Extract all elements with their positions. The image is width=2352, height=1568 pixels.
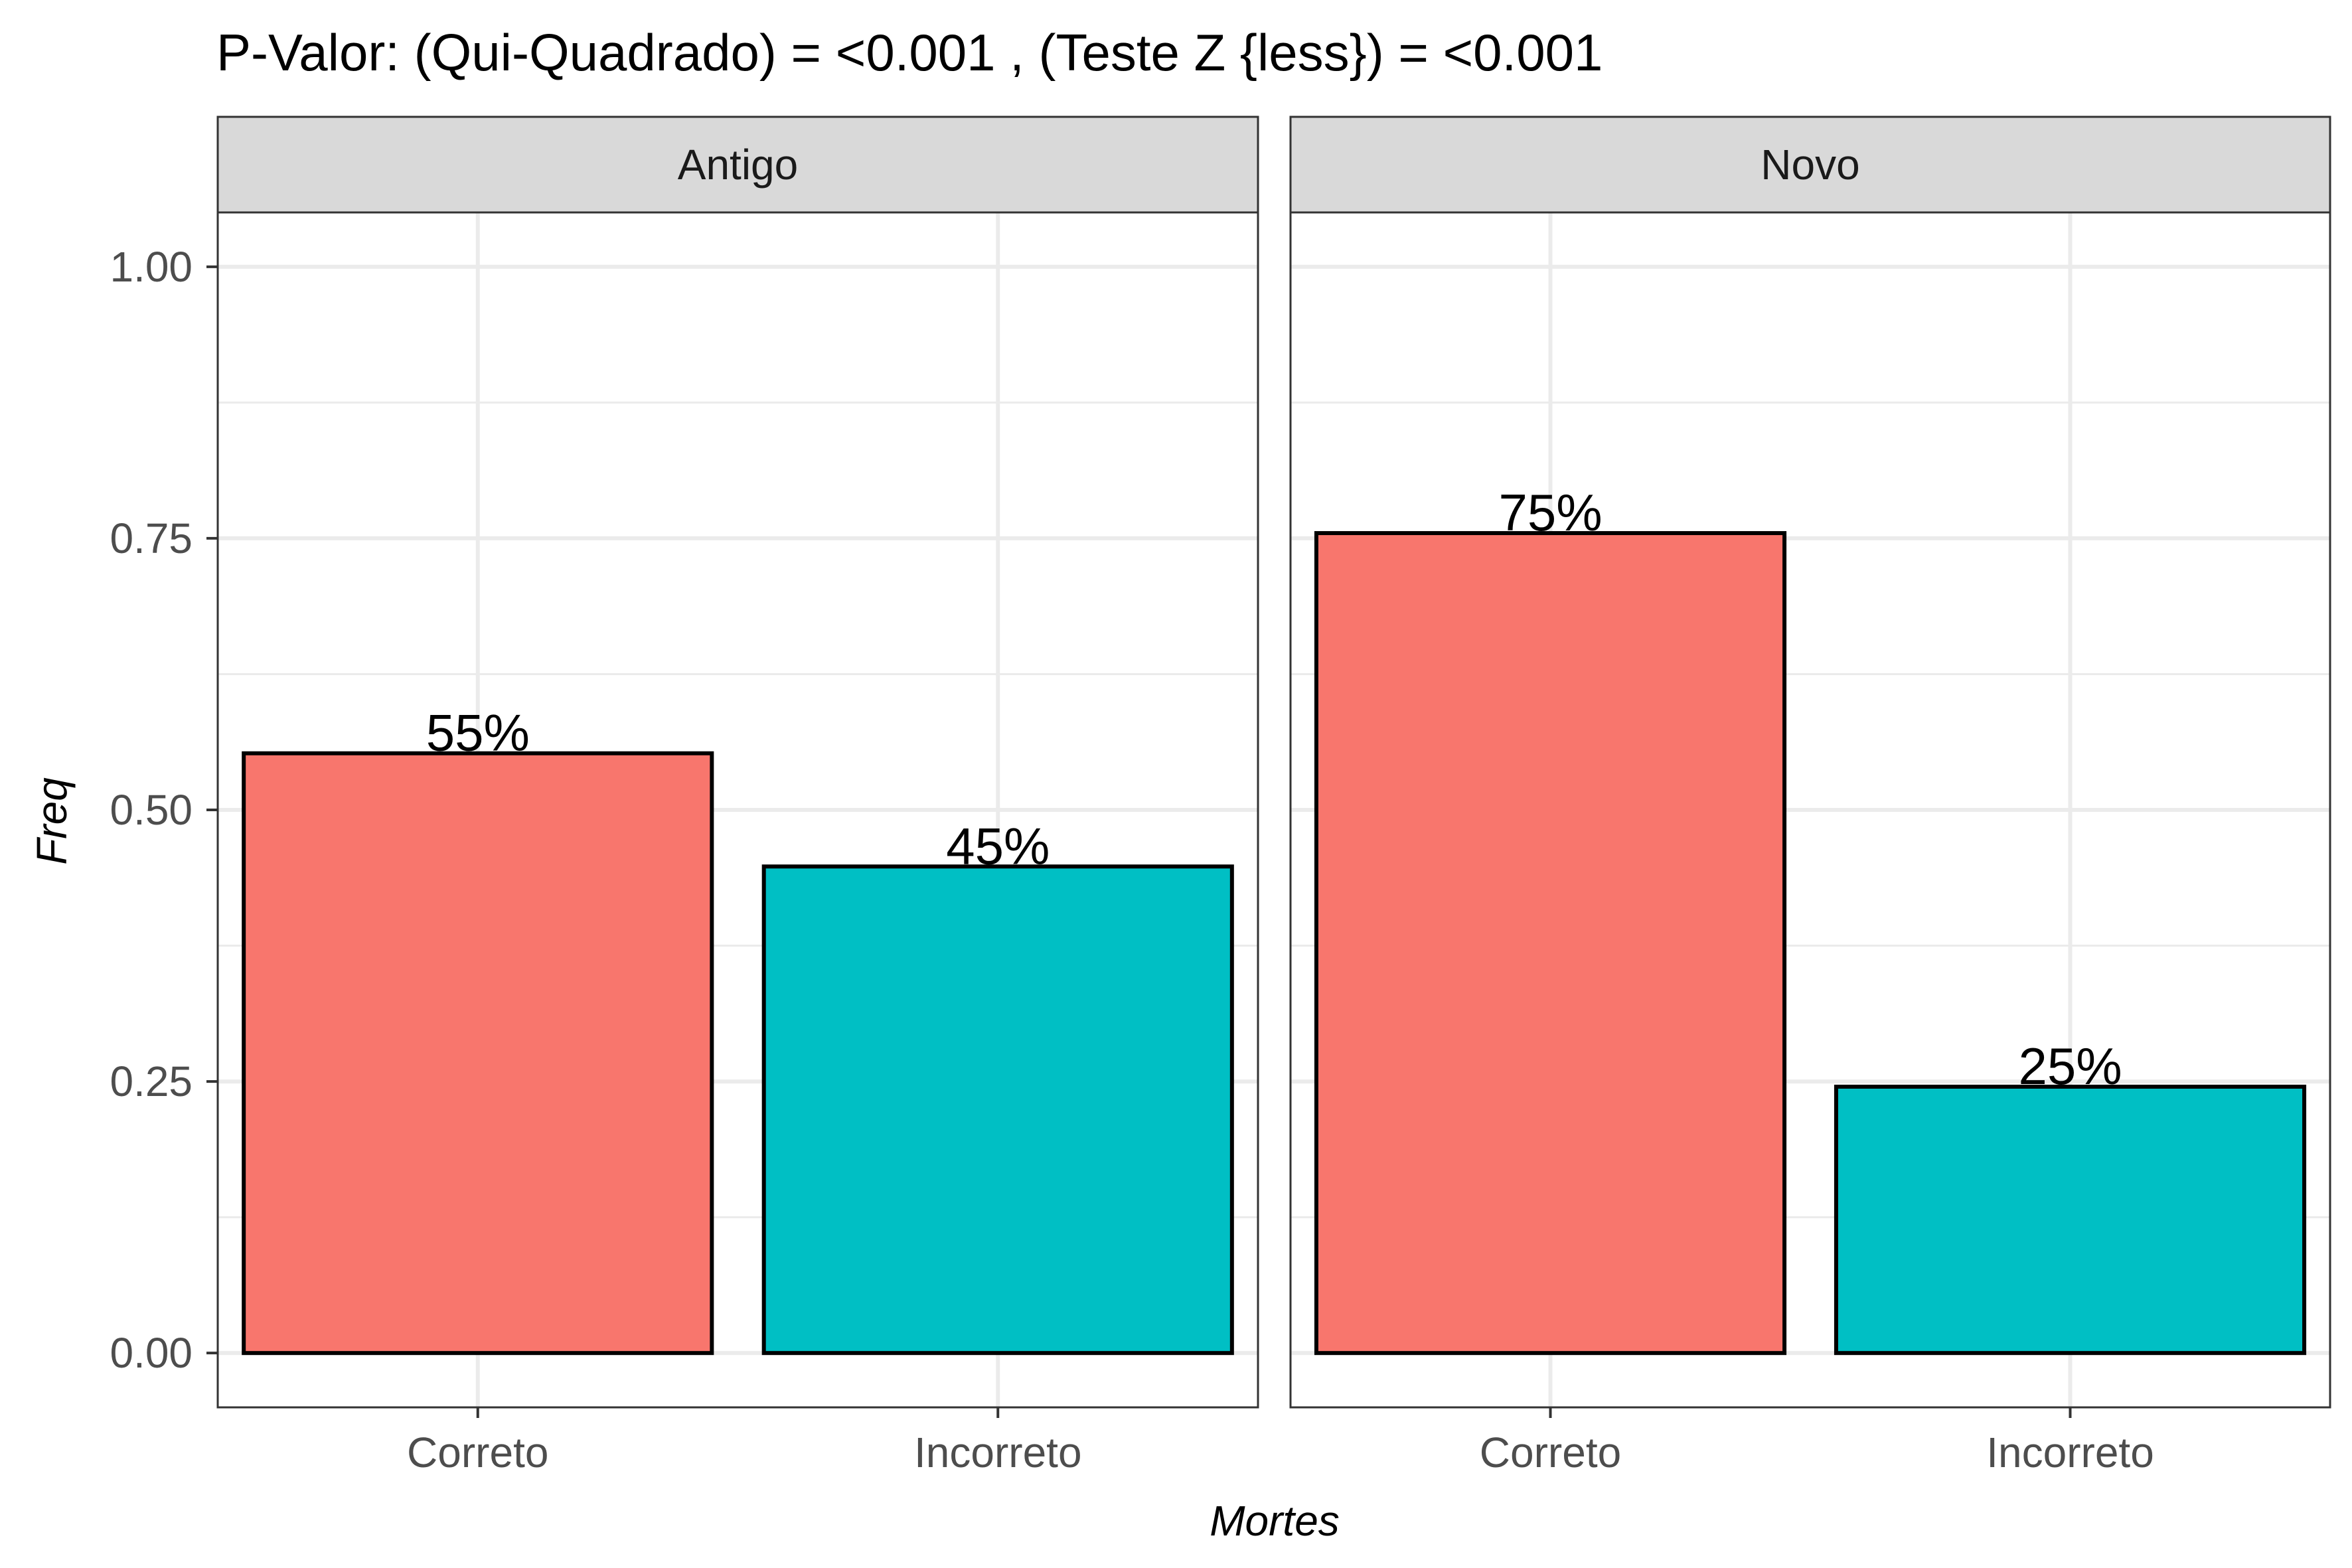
- x-tick-label-antigo: Incorreto: [914, 1429, 1082, 1476]
- y-tick-label: 0.50: [110, 786, 193, 834]
- plot-area: 55% 45% Antigo Correto Incorreto 75% 25% Novo Co…: [110, 116, 2331, 1476]
- y-tick-label: 1.00: [110, 243, 193, 291]
- y-axis-title: Freq: [28, 777, 76, 865]
- facet-label-antigo: Antigo: [678, 141, 798, 189]
- y-tick-label: 0.75: [110, 514, 193, 562]
- facet-label-novo: Novo: [1761, 141, 1859, 189]
- y-tick-label: 0.00: [110, 1329, 193, 1377]
- chart-title: P-Valor: (Qui-Quadrado) = <0.001 , (Test…: [216, 23, 1603, 82]
- bar-antigo-correto: [242, 751, 714, 1356]
- facet-strip-antigo: [216, 116, 1259, 214]
- x-axis-title: Mortes: [1210, 1497, 1340, 1545]
- y-tick-label: 0.25: [110, 1058, 193, 1105]
- x-tick-label-novo: Correto: [1480, 1429, 1621, 1476]
- data-label-novo-correto: 75%: [1498, 483, 1602, 542]
- bar-novo-correto: [1314, 531, 1787, 1356]
- x-tick-label-antigo: Correto: [407, 1429, 548, 1476]
- data-label-antigo-incorreto: 45%: [946, 817, 1050, 875]
- x-tick-label-novo: Incorreto: [1986, 1429, 2154, 1476]
- facet-strip-novo: [1289, 116, 2331, 214]
- data-label-antigo-correto: 55%: [426, 704, 530, 762]
- data-label-novo-incorreto: 25%: [2018, 1037, 2122, 1095]
- bar-antigo-incorreto: [761, 864, 1234, 1356]
- bar-novo-incorreto: [1834, 1084, 2307, 1356]
